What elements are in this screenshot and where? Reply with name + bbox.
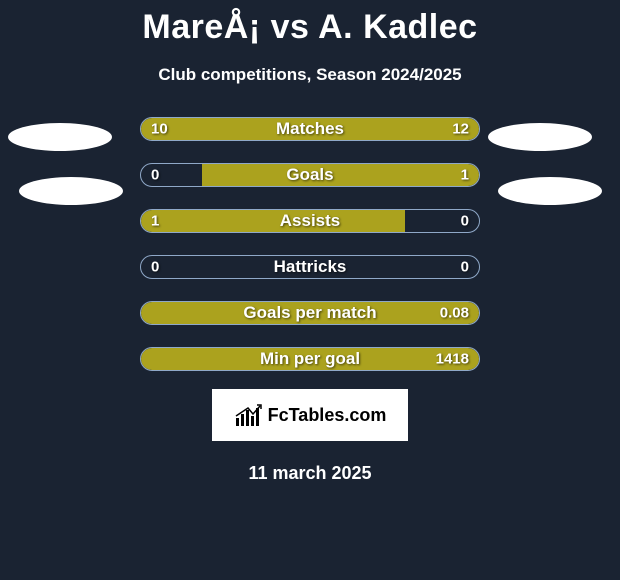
stat-bar: Hattricks 0 0 (140, 255, 480, 279)
stat-value-right: 1418 (436, 351, 469, 368)
player-ellipse-left-1 (8, 123, 112, 151)
player-ellipse-right-2 (498, 177, 602, 205)
stats-area: Matches1012Goals01Assists10Hattricks00Go… (0, 117, 620, 371)
stat-value-left: 0 (151, 167, 159, 184)
logo-chart-icon (234, 404, 262, 426)
logo-box: FcTables.com (212, 389, 408, 441)
player-ellipse-right-1 (488, 123, 592, 151)
bar-left-fill (141, 210, 405, 232)
stat-bar: Assists 1 0 (140, 209, 480, 233)
stat-value-left: 1 (151, 213, 159, 230)
stat-bar: Goals per match 0.08 (140, 301, 480, 325)
main-container: MareÅ¡ vs A. Kadlec Club competitions, S… (0, 0, 620, 492)
page-title: MareÅ¡ vs A. Kadlec (142, 8, 477, 47)
stat-value-right: 0 (461, 213, 469, 230)
stat-bar: Min per goal 1418 (140, 347, 480, 371)
stat-value-right: 0 (461, 259, 469, 276)
stat-label: Hattricks (274, 257, 347, 277)
stat-row: Hattricks 0 0 (140, 255, 480, 279)
stat-bar: Matches 10 12 (140, 117, 480, 141)
stat-label: Matches (276, 119, 344, 139)
stat-row: Min per goal 1418 (140, 347, 480, 371)
stat-row: Matches 10 12 (140, 117, 480, 141)
logo-text: FcTables.com (268, 405, 387, 426)
stat-value-left: 10 (151, 121, 168, 138)
bar-right-fill (202, 164, 479, 186)
stat-value-right: 1 (461, 167, 469, 184)
stat-value-right: 0.08 (440, 305, 469, 322)
stat-label: Assists (280, 211, 340, 231)
stat-value-left: 0 (151, 259, 159, 276)
stat-label: Goals (286, 165, 333, 185)
subtitle: Club competitions, Season 2024/2025 (158, 65, 461, 85)
stat-label: Min per goal (260, 349, 360, 369)
stat-bar: Goals 0 1 (140, 163, 480, 187)
stat-label: Goals per match (243, 303, 376, 323)
stat-row: Goals per match 0.08 (140, 301, 480, 325)
player-ellipse-left-2 (19, 177, 123, 205)
stat-row: Goals 0 1 (140, 163, 480, 187)
date-label: 11 march 2025 (248, 463, 371, 484)
stat-value-right: 12 (452, 121, 469, 138)
stat-row: Assists 1 0 (140, 209, 480, 233)
